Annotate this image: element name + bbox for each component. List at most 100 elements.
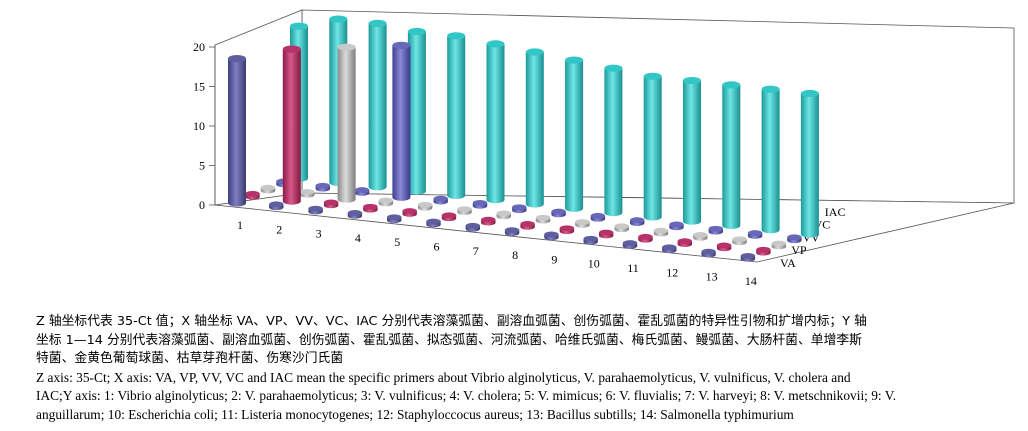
x-tick-label: 3 (316, 227, 322, 241)
z-axis-ticks: 0 5 10 15 20 (193, 40, 215, 212)
bar-iac-5 (447, 32, 466, 199)
series-label-va: VA (780, 256, 796, 270)
x-tick-label: 7 (473, 244, 479, 258)
bar-va-10 (583, 235, 598, 245)
x-tick-label: 9 (551, 252, 557, 266)
caption-zh-line-2: 坐标 1—14 分别代表溶藻弧菌、副溶血弧菌、创伤弧菌、霍乱弧菌、拟态弧菌、河流… (36, 332, 862, 348)
bar-vc-13 (747, 230, 763, 239)
bar-vp-5 (402, 208, 417, 217)
bar-va-13 (701, 248, 716, 258)
x-tick-label: 10 (588, 257, 600, 271)
bar-vp-12 (677, 238, 692, 247)
x-tick-label: 2 (276, 222, 282, 236)
bar-vp-7 (481, 216, 496, 226)
bar-vp-8 (520, 221, 535, 230)
bar-vv-8 (535, 214, 551, 224)
bar-vp-1 (245, 190, 260, 200)
z-tick-label: 10 (193, 119, 205, 133)
bar-iac-8 (565, 56, 584, 212)
bar-iac-10 (643, 72, 662, 221)
bar-vp-4 (363, 203, 378, 213)
x-tick-label: 14 (745, 274, 757, 288)
bar-vv-1 (260, 184, 276, 194)
bar-vv-12 (693, 232, 708, 241)
bar-vv-4 (378, 197, 394, 207)
caption-en-line-3: anguillarum; 10: Escherichia coli; 11: L… (36, 406, 794, 422)
bar-vv-14 (771, 240, 787, 250)
bar-va-8 (504, 227, 520, 236)
z-tick-label: 15 (193, 80, 205, 94)
x-tick-label: 6 (434, 240, 440, 254)
bar-va-6 (426, 218, 441, 228)
caption-zh-line-1: Z 轴坐标代表 35-Ct 值；X 轴坐标 VA、VP、VV、VC、IAC 分别… (36, 314, 867, 329)
bar-va-4 (347, 210, 363, 219)
bar-vv-11 (653, 227, 669, 237)
bar-va-3 (308, 205, 323, 215)
y-axis-ticks: VAVPVVVCIAC (780, 205, 845, 270)
bar-va-12 (662, 244, 677, 254)
bar-vp-3 (323, 199, 339, 209)
bar-iac-14 (800, 89, 819, 238)
x-tick-label: 4 (355, 231, 361, 245)
bar-vv-10 (614, 223, 629, 233)
bar-iac-6 (486, 40, 505, 204)
bar-vc-2 (315, 182, 330, 192)
bar-iac-12 (722, 81, 741, 230)
bar-vp-9 (559, 225, 575, 235)
bar-vc-6 (472, 200, 488, 209)
bar-vv-3 (337, 43, 356, 203)
bar-vc-8 (551, 208, 566, 218)
x-tick-label: 1 (237, 218, 243, 232)
caption-zh-line-3: 特菌、金黄色葡萄球菌、枯草芽孢杆菌、伤寒沙门氏菌 (36, 351, 344, 366)
z-tick-label: 20 (193, 40, 205, 54)
bar-marks (228, 15, 819, 262)
x-tick-label: 12 (666, 265, 678, 279)
bar-iac-4 (407, 27, 426, 195)
bar-vv-13 (732, 236, 747, 246)
x-tick-label: 8 (512, 248, 518, 262)
x-tick-label: 13 (706, 270, 718, 284)
bar-vp-14 (756, 246, 771, 256)
bar-va-11 (622, 240, 638, 249)
bar-va-14 (740, 253, 756, 262)
bar-iac-7 (525, 48, 544, 208)
bar-vv-5 (418, 201, 433, 211)
bar-vv-7 (496, 210, 511, 220)
bar-vv-2 (300, 189, 315, 198)
z-tick-label: 0 (199, 198, 205, 212)
z-tick-label: 5 (199, 159, 205, 173)
bar-va-7 (465, 222, 480, 232)
bar-vc-3 (354, 187, 370, 196)
bar-vp-11 (638, 233, 653, 243)
bar-vc-11 (669, 221, 684, 231)
bar-vc-7 (512, 204, 527, 214)
bar-va-5 (387, 214, 402, 224)
bar-vc-4 (392, 41, 411, 201)
bar-vc-12 (708, 225, 723, 235)
bar-va-9 (544, 231, 559, 241)
bar-iac-11 (683, 77, 701, 225)
bar-vc-9 (590, 212, 606, 222)
bar-vp-13 (716, 242, 732, 252)
bar-iac-9 (604, 64, 623, 217)
bar-va-2 (269, 201, 284, 211)
bar-vc-14 (787, 234, 802, 244)
bar-va-1 (228, 55, 246, 207)
bar-iac-13 (761, 85, 780, 234)
bar-vc-10 (630, 217, 645, 226)
x-tick-label: 11 (627, 261, 639, 275)
bar-vv-9 (575, 219, 590, 228)
x-axis-ticks: 1 2 3 4 5 6 7 8 9 10 11 12 13 14 (237, 218, 757, 288)
bar-vp-6 (441, 212, 457, 222)
series-label-iac: IAC (825, 205, 846, 219)
bar-vv-6 (457, 206, 472, 215)
bar-iac-3 (368, 19, 387, 191)
caption-en-line-2: IAC;Y axis: 1: Vibrio alginolyticus; 2: … (36, 388, 897, 403)
bar-vc-5 (433, 195, 448, 205)
series-label-vp: VP (791, 243, 807, 257)
figure-caption: Z 轴坐标代表 35-Ct 值；X 轴坐标 VA、VP、VV、VC、IAC 分别… (36, 313, 996, 424)
bar-vp-10 (599, 229, 614, 239)
bar-vp-2 (282, 45, 301, 205)
x-tick-label: 5 (394, 235, 400, 249)
